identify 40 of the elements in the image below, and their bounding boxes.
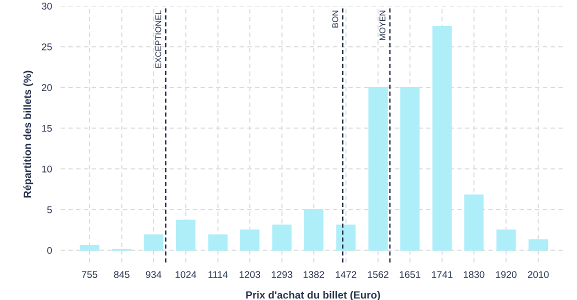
x-tick-label: 1920 bbox=[496, 271, 517, 278]
ref-line-label: EXCEPTIONEL bbox=[155, 10, 162, 68]
bar bbox=[368, 87, 388, 251]
ref-line-label: BON bbox=[332, 10, 338, 28]
y-tick-label: 20 bbox=[42, 84, 52, 92]
bar bbox=[400, 87, 420, 251]
x-tick-label: 1562 bbox=[368, 271, 388, 278]
x-tick-label: 1203 bbox=[240, 271, 260, 278]
x-tick-label: 1293 bbox=[272, 271, 292, 278]
y-tick-label: 0 bbox=[47, 247, 52, 254]
x-tick-label: 1741 bbox=[432, 271, 452, 278]
bar bbox=[144, 234, 164, 251]
y-tick-label: 15 bbox=[42, 124, 52, 132]
bar bbox=[304, 209, 324, 251]
y-tick-label: 10 bbox=[42, 166, 52, 172]
y-tick-label: 30 bbox=[42, 2, 52, 10]
bar bbox=[80, 244, 100, 251]
x-tick-label: 1830 bbox=[464, 271, 484, 278]
x-tick-label: 1651 bbox=[400, 271, 420, 278]
x-tick-label: 2010 bbox=[528, 271, 549, 278]
x-tick-label: 755 bbox=[82, 271, 98, 278]
bar bbox=[432, 26, 452, 251]
y-tick-label: 25 bbox=[42, 43, 52, 50]
y-tick-label: 5 bbox=[47, 206, 52, 214]
x-tick-label: 1472 bbox=[336, 271, 356, 278]
x-tick-label: 1382 bbox=[304, 271, 324, 278]
x-tick-label: 1114 bbox=[208, 271, 228, 278]
bar bbox=[176, 220, 196, 251]
bar bbox=[464, 194, 484, 251]
x-tick-label: 845 bbox=[114, 271, 130, 278]
x-tick-label: 1024 bbox=[176, 271, 196, 278]
bar bbox=[240, 230, 260, 251]
bar bbox=[272, 224, 292, 251]
bar bbox=[208, 234, 228, 251]
bar bbox=[336, 224, 356, 251]
ref-line-label: MOYEN bbox=[379, 10, 386, 40]
x-tick-label: 934 bbox=[146, 271, 162, 278]
bar bbox=[496, 230, 516, 251]
bar bbox=[528, 239, 548, 251]
y-axis-title: Répartition des billets (%) bbox=[23, 70, 34, 198]
